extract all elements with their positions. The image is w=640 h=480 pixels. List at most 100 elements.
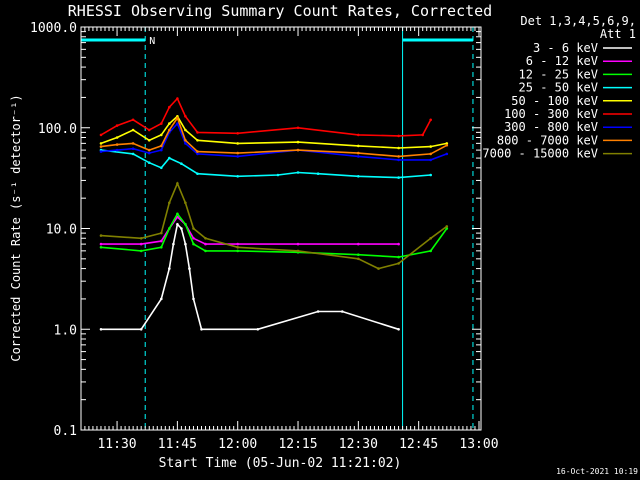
data-point-4-14: [445, 142, 449, 145]
data-point-7-2: [131, 142, 135, 145]
x-tick-label-3: 12:15: [278, 437, 317, 452]
data-point-1-7: [204, 242, 207, 246]
data-point-3-6: [196, 172, 199, 175]
data-point-4-2: [131, 128, 135, 132]
series-line-3: [100, 149, 431, 179]
data-point-5-2: [131, 118, 135, 122]
data-point-3-1: [131, 152, 135, 156]
data-point-7-11: [357, 151, 360, 155]
data-point-7-5: [168, 128, 171, 132]
data-point-5-6: [176, 97, 179, 100]
data-point-3-11: [357, 175, 360, 178]
data-point-4-4: [160, 133, 163, 137]
data-point-6-7: [184, 142, 187, 145]
data-point-2-12: [429, 249, 433, 253]
data-point-5-3: [147, 128, 151, 132]
data-point-5-1: [115, 124, 119, 127]
data-point-6-1: [115, 148, 119, 152]
data-point-1-2: [160, 239, 163, 243]
data-point-0-12: [316, 310, 320, 313]
data-point-3-7: [236, 175, 239, 178]
y-tick-label-2: 10.0: [46, 223, 77, 238]
data-point-7-9: [236, 151, 239, 155]
data-point-0-14: [397, 328, 400, 331]
data-point-2-0: [99, 246, 103, 249]
data-point-4-12: [397, 146, 400, 150]
data-point-8-9: [296, 249, 300, 253]
legend-header-line-2: Att 1: [600, 27, 636, 41]
data-point-0-6: [180, 227, 183, 230]
data-point-3-3: [160, 166, 163, 170]
data-point-0-2: [160, 297, 163, 301]
data-point-5-13: [421, 133, 425, 137]
y-tick-label-0: 0.1: [54, 424, 77, 439]
data-point-4-13: [429, 145, 433, 148]
data-point-6-6: [176, 122, 179, 125]
data-point-4-3: [147, 139, 151, 142]
data-point-4-8: [196, 139, 199, 142]
data-point-7-1: [115, 143, 119, 146]
data-point-0-11: [256, 328, 260, 331]
data-point-6-13: [429, 158, 433, 162]
y-tick-label-4: 1000.0: [30, 21, 77, 36]
data-point-8-6: [192, 227, 195, 230]
data-point-8-4: [176, 182, 179, 185]
data-point-8-3: [168, 201, 171, 205]
data-point-2-8: [236, 249, 239, 253]
series-line-1: [101, 215, 399, 245]
data-point-3-12: [397, 176, 400, 179]
data-point-8-5: [184, 201, 187, 205]
data-point-5-11: [357, 133, 360, 137]
data-point-2-3: [168, 227, 171, 230]
data-point-3-10: [316, 172, 320, 175]
x-tick-label-4: 12:30: [339, 437, 378, 452]
data-point-5-9: [236, 132, 239, 135]
data-point-5-12: [397, 134, 400, 138]
x-tick-label-0: 11:30: [97, 437, 136, 452]
data-point-2-2: [160, 246, 163, 249]
legend-label-5: 100 - 300 keV: [504, 107, 598, 121]
data-point-6-11: [357, 155, 360, 158]
data-point-7-4: [160, 144, 163, 148]
data-point-8-0: [99, 234, 103, 237]
data-point-7-14: [445, 144, 449, 147]
data-point-4-1: [115, 136, 119, 139]
data-point-5-8: [196, 131, 199, 134]
data-point-6-9: [236, 155, 239, 158]
data-point-7-3: [147, 148, 151, 152]
chart-title: RHESSI Observing Summary Count Rates, Co…: [68, 2, 492, 20]
data-point-0-7: [184, 242, 187, 246]
legend-label-0: 3 - 6 keV: [533, 41, 598, 55]
data-point-5-14: [429, 118, 433, 122]
x-tick-label-6: 13:00: [459, 437, 498, 452]
data-point-0-0: [99, 328, 103, 331]
data-point-2-4: [176, 212, 179, 216]
x-axis-ticks: 11:30 11:45 12:00 12:15 12:30 12:45 13:00: [84, 27, 499, 452]
data-point-6-0: [99, 150, 103, 153]
data-point-2-7: [204, 249, 207, 253]
x-axis-label: Start Time (05-Jun-02 11:21:02): [159, 456, 402, 471]
data-point-1-1: [139, 242, 143, 246]
data-point-3-8: [276, 173, 280, 177]
data-point-6-3: [147, 151, 151, 155]
data-point-5-7: [184, 115, 187, 118]
data-point-5-0: [99, 133, 103, 137]
series-lines: [99, 97, 449, 331]
x-tick-label-1: 11:45: [158, 437, 197, 452]
data-point-2-11: [397, 255, 400, 259]
data-point-1-6: [192, 237, 195, 240]
data-point-2-5: [184, 223, 187, 226]
legend-label-4: 50 - 100 keV: [511, 94, 598, 108]
data-point-0-4: [172, 242, 175, 246]
data-point-0-1: [139, 328, 143, 331]
data-point-7-8: [196, 150, 199, 153]
data-point-1-0: [99, 242, 103, 246]
data-point-2-10: [357, 253, 360, 256]
data-point-8-11: [377, 267, 380, 270]
data-point-3-13: [429, 173, 433, 177]
data-point-1-9: [296, 242, 300, 246]
data-point-7-12: [397, 155, 400, 158]
legend-header-line-1: Det 1,3,4,5,6,9,: [520, 14, 636, 28]
